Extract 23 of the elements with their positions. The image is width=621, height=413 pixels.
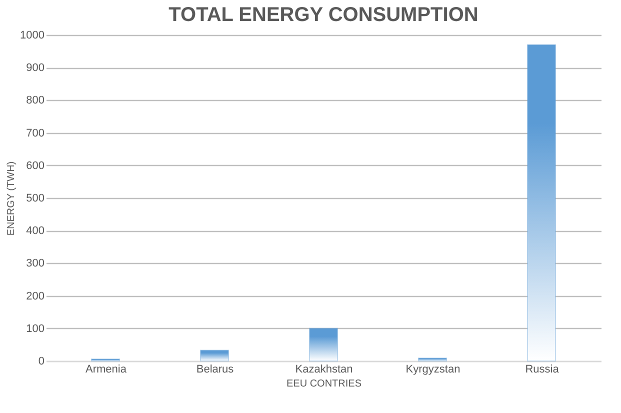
y-tick-label: 500 [26, 192, 44, 204]
y-tick-label: 900 [26, 62, 44, 74]
bar [309, 328, 338, 362]
bar [200, 350, 229, 362]
x-tick-label: Armenia [86, 364, 128, 376]
y-tick-label: 300 [26, 258, 44, 270]
y-tick-label: 100 [26, 322, 44, 335]
y-tick-label: 700 [26, 127, 44, 140]
bar [527, 44, 556, 362]
y-tick-label: 200 [26, 290, 44, 302]
y-tick-label: 800 [26, 94, 44, 107]
x-tick-label: Belarus [196, 364, 234, 376]
y-axis-title: ENERGY (TWH) [6, 161, 18, 236]
y-tick-label: 400 [26, 225, 44, 238]
bar [418, 358, 447, 362]
x-tick-label: Russia [525, 364, 560, 376]
x-tick-label: Kyrgyzstan [406, 364, 460, 376]
y-tick-label: 600 [26, 160, 44, 172]
x-axis-title: EEU CONTRIES [286, 378, 362, 390]
chart-title: TOTAL ENERGY CONSUMPTION [168, 4, 478, 26]
y-tick-label: 1000 [20, 30, 44, 42]
y-tick-label: 0 [38, 356, 44, 368]
x-tick-label: Kazakhstan [295, 364, 353, 376]
